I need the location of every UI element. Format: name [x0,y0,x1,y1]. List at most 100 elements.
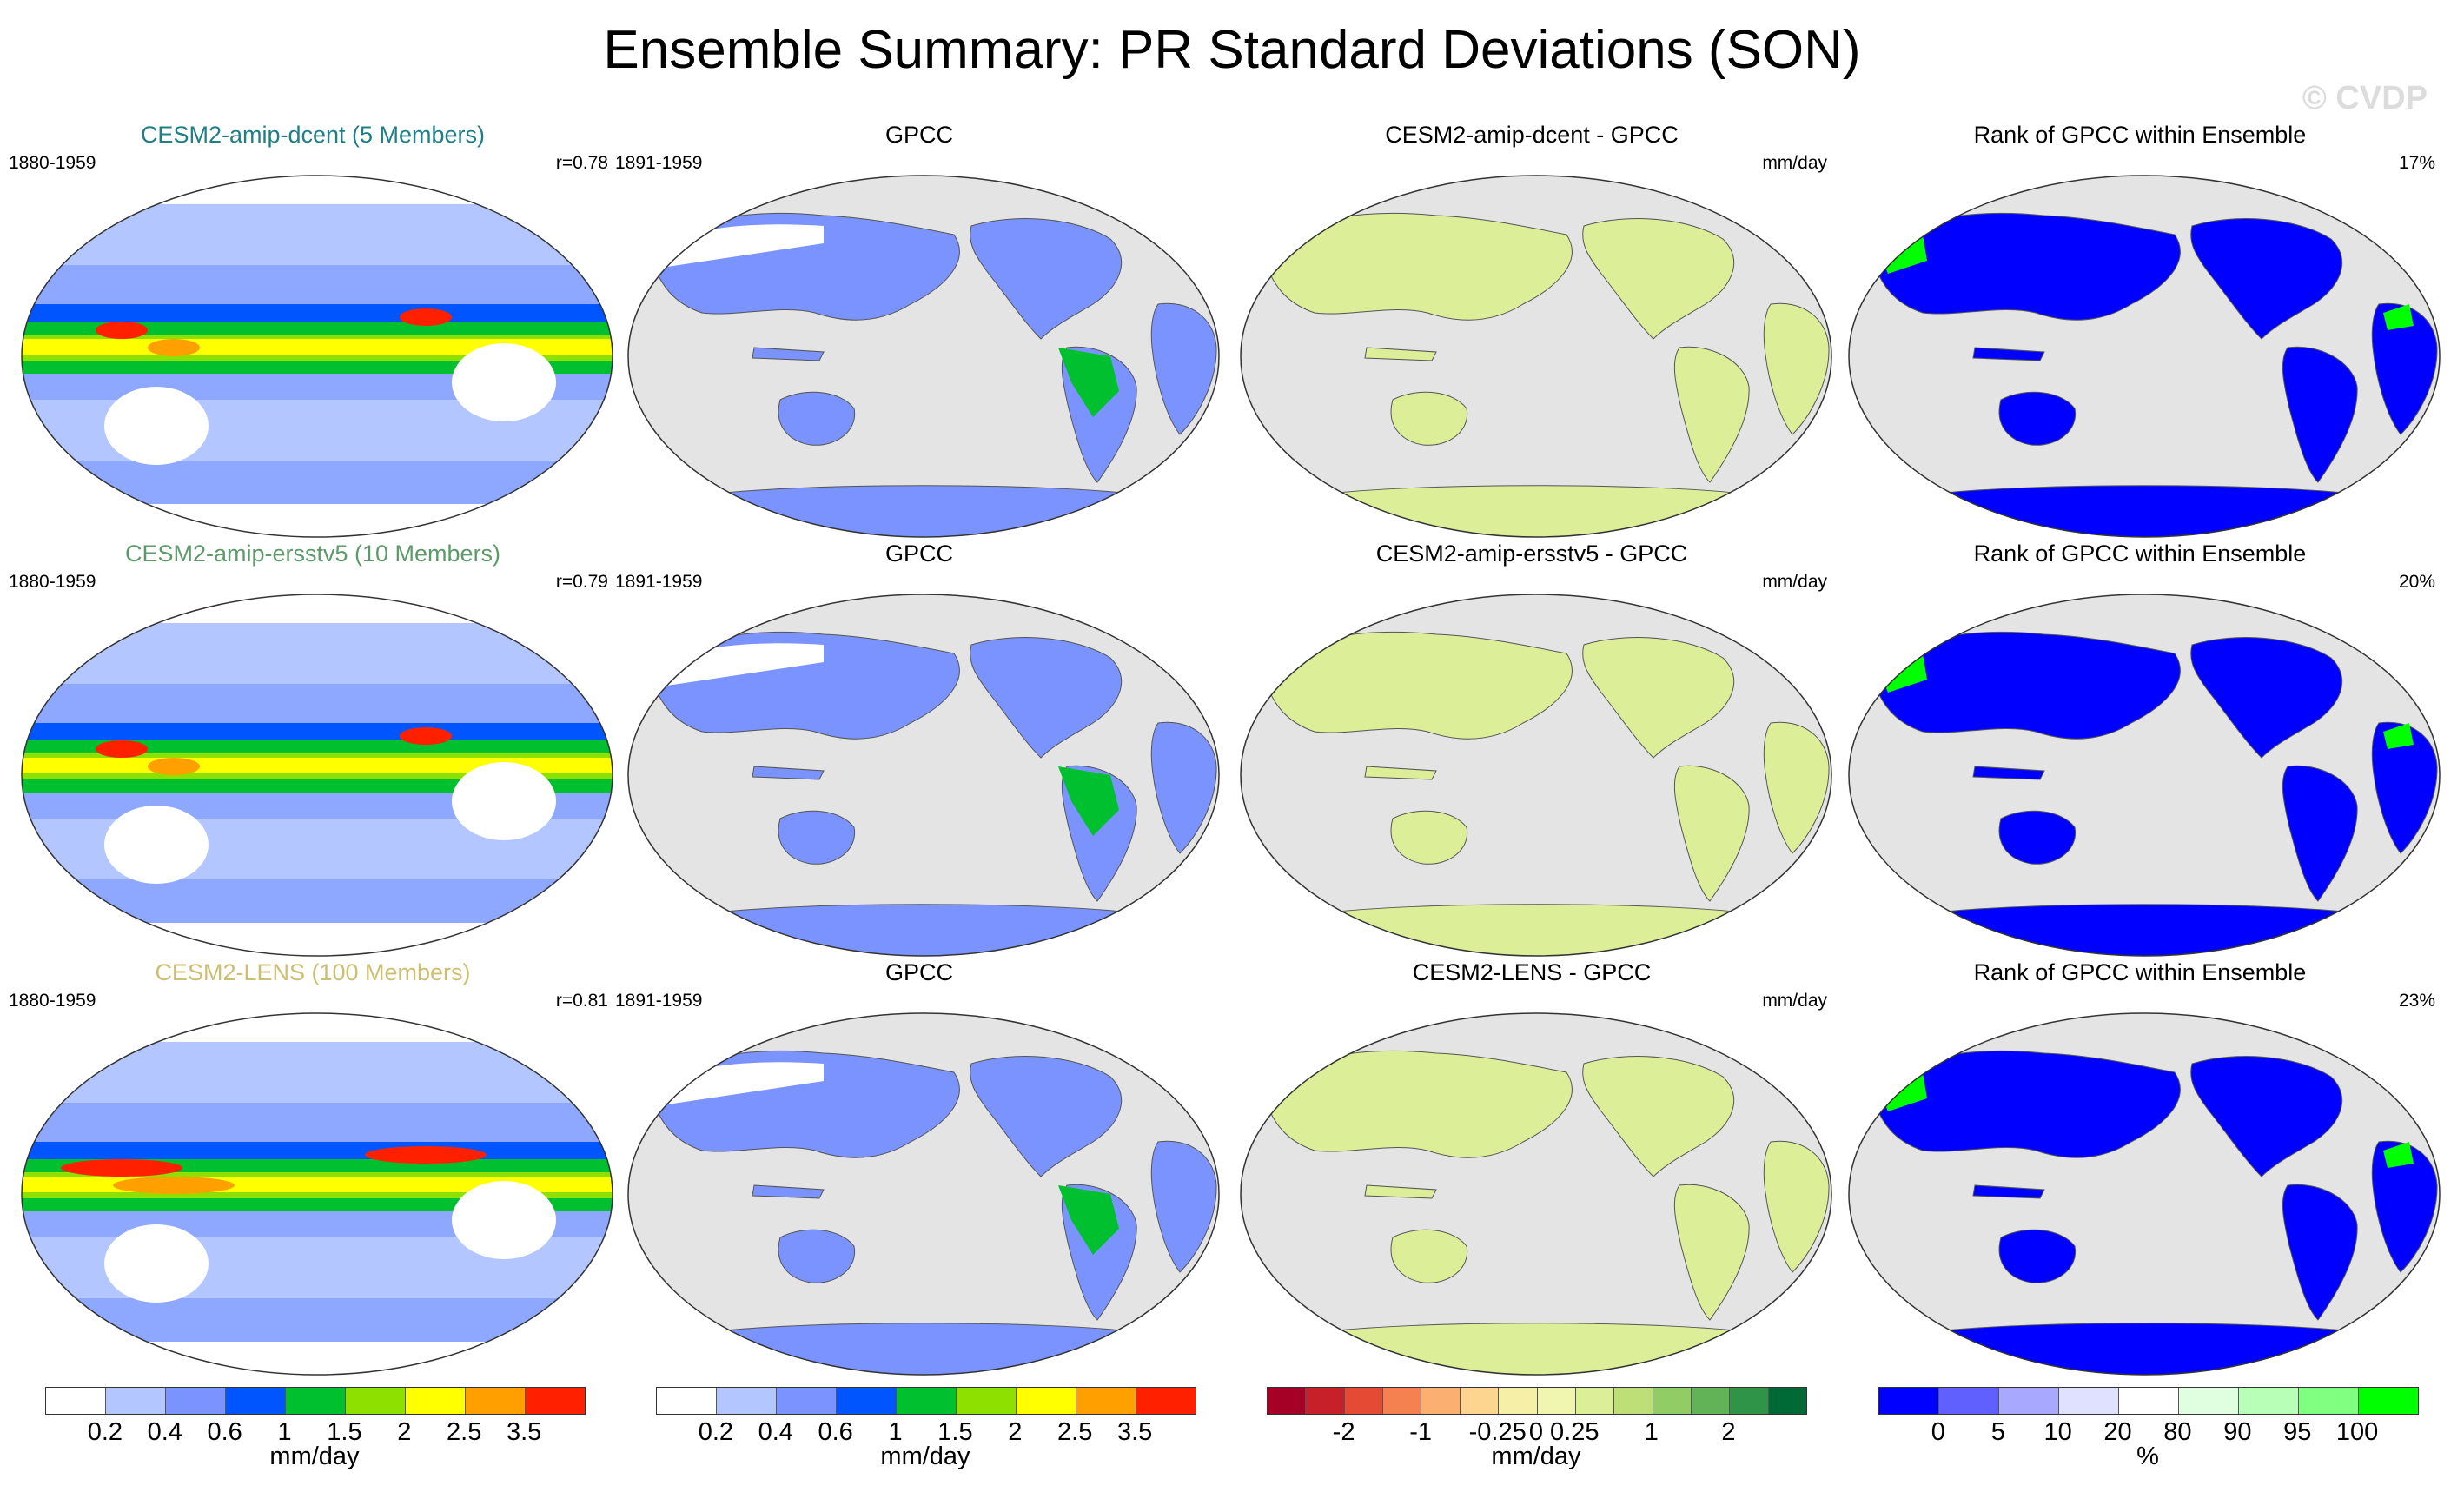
diff-panel-title: CESM2-amip-ersstv5 - GPCC [1375,541,1688,567]
colorbar-tick-label: 2.5 [1057,1418,1093,1446]
colorbar-tick-label: 90 [2223,1418,2252,1446]
model-years-label: 1880-1959 [9,991,96,1011]
diff-map [1240,1012,1832,1376]
colorbar-tick-label: 0.4 [147,1418,182,1446]
colorbar-swatch [406,1388,466,1414]
colorbar-tick-label: 1 [277,1418,292,1446]
diff-corner-label: mm/day [1762,572,1827,592]
obs-years-label: 1891-1959 [615,572,703,592]
colorbar-unit: mm/day [880,1443,970,1470]
obs-panel-title: GPCC [884,122,953,148]
colorbar-tick-label: 1 [1644,1418,1659,1446]
colorbar-swatch [897,1388,957,1414]
colorbar-swatch [526,1388,585,1414]
panel-diff-row1: CESM2-amip-dcent - GPCC mm/day [1228,122,1836,538]
colorbar-swatch [1730,1388,1769,1414]
colorbar-tick-label: 0.6 [818,1418,853,1446]
obs-panel-title: GPCC [884,959,953,985]
colorbar-tick-label: 80 [2163,1418,2192,1446]
colorbar-ticks: 0.2 0.4 0.6 1 1.5 2 2.5 3.5 [45,1418,584,1448]
obs-map [627,1012,1220,1376]
rank-panel-title: Rank of GPCC within Ensemble [1973,122,2307,148]
panel-rank-row2: Rank of GPCC within Ensemble 20% [1836,541,2444,957]
colorbar-4 [1878,1387,2419,1415]
colorbar-swatch [346,1388,406,1414]
panel-obs-row2: GPCC 1891-1959 [615,541,1223,957]
colorbar-tick-label: 1.5 [327,1418,362,1446]
colorbar-swatch [1879,1388,1939,1414]
model-corner-label: r=0.81 [555,991,608,1011]
colorbar-swatch [166,1388,226,1414]
colorbar-swatch [2119,1388,2179,1414]
colorbar-tick-label: 5 [1990,1418,2005,1446]
panel-obs-row1: GPCC 1891-1959 [615,122,1223,538]
model-corner-label: r=0.78 [555,153,608,173]
colorbar-unit: % [2136,1443,2159,1470]
colorbar-swatch [1017,1388,1076,1414]
colorbar-swatch [1383,1388,1422,1414]
colorbar-swatch [1460,1388,1500,1414]
colorbar-swatch [286,1388,346,1414]
colorbar-swatch [1268,1388,1307,1414]
colorbar-tick-label: 2 [397,1418,412,1446]
model-years-label: 1880-1959 [9,153,96,173]
colorbar-tick-label: 0 [1931,1418,1945,1446]
colorbar-swatch [1691,1388,1731,1414]
colorbar-tick-label: 2 [1721,1418,1736,1446]
cvdp-watermark: © CVDP [2302,80,2428,116]
colorbar-tick-label: 100 [2335,1418,2379,1446]
colorbar-tick-label: 1 [888,1418,903,1446]
diff-map [1240,594,1832,957]
colorbar-swatch [2299,1388,2359,1414]
colorbar-tick-label: 0.2 [698,1418,734,1446]
obs-years-label: 1891-1959 [615,991,703,1011]
colorbar-tick-label: -2 [1332,1418,1355,1446]
colorbar-swatch [1939,1388,1999,1414]
colorbar-swatch [1653,1388,1692,1414]
colorbar-tick-label: 2.5 [447,1418,482,1446]
obs-map [627,175,1220,538]
colorbar-swatch [2179,1388,2239,1414]
diff-corner-label: mm/day [1762,991,1827,1011]
obs-map [627,594,1220,957]
colorbar-tick-label: 2 [1008,1418,1023,1446]
colorbar-swatch [777,1388,837,1414]
colorbar-tick-label: -1 [1409,1418,1433,1446]
colorbar-1 [45,1387,586,1415]
rank-corner-label: 23% [2398,991,2435,1011]
colorbar-swatch [1076,1388,1136,1414]
colorbar-swatch [1499,1388,1538,1414]
diff-panel-title: CESM2-amip-dcent - GPCC [1385,122,1679,148]
colorbar-3 [1267,1387,1807,1415]
obs-panel-title: GPCC [884,541,953,567]
rank-map [1848,1012,2441,1376]
panel-obs-row3: GPCC 1891-1959 [615,959,1223,1376]
colorbar-ticks: 0.2 0.4 0.6 1 1.5 2 2.5 3.5 [656,1418,1195,1448]
colorbar-swatch [1306,1388,1345,1414]
colorbar-tick-label: 0.6 [207,1418,242,1446]
colorbar-swatch [466,1388,526,1414]
panel-rank-row1: Rank of GPCC within Ensemble 17% [1836,122,2444,538]
colorbar-tick-label: 20 [2103,1418,2132,1446]
panel-model-row1: CESM2-amip-dcent (5 Members) 1880-1959 r=0… [9,122,617,538]
colorbar-swatch [2059,1388,2119,1414]
colorbar-2 [656,1387,1196,1415]
colorbar-swatch [1999,1388,2059,1414]
panel-model-row3: CESM2-LENS (100 Members) 1880-1959 r=0.81 [9,959,617,1376]
panel-model-row2: CESM2-amip-ersstv5 (10 Members) 1880-1959… [9,541,617,957]
colorbar-tick-label: 0 [1528,1418,1544,1446]
colorbar-swatch [1575,1388,1615,1414]
rank-map [1848,594,2441,957]
colorbar-swatch [46,1388,106,1414]
colorbar-swatch [717,1388,777,1414]
colorbar-swatch [957,1388,1017,1414]
panel-rank-row3: Rank of GPCC within Ensemble 23% [1836,959,2444,1376]
rank-map [1848,175,2441,538]
colorbar-swatch [1344,1388,1384,1414]
colorbar-swatch [2359,1388,2418,1414]
rank-corner-label: 20% [2398,572,2435,592]
model-panel-title: CESM2-LENS (100 Members) [155,959,471,985]
colorbar-swatch [2239,1388,2299,1414]
colorbar-swatch [1421,1388,1461,1414]
colorbar-tick-label: 95 [2283,1418,2312,1446]
